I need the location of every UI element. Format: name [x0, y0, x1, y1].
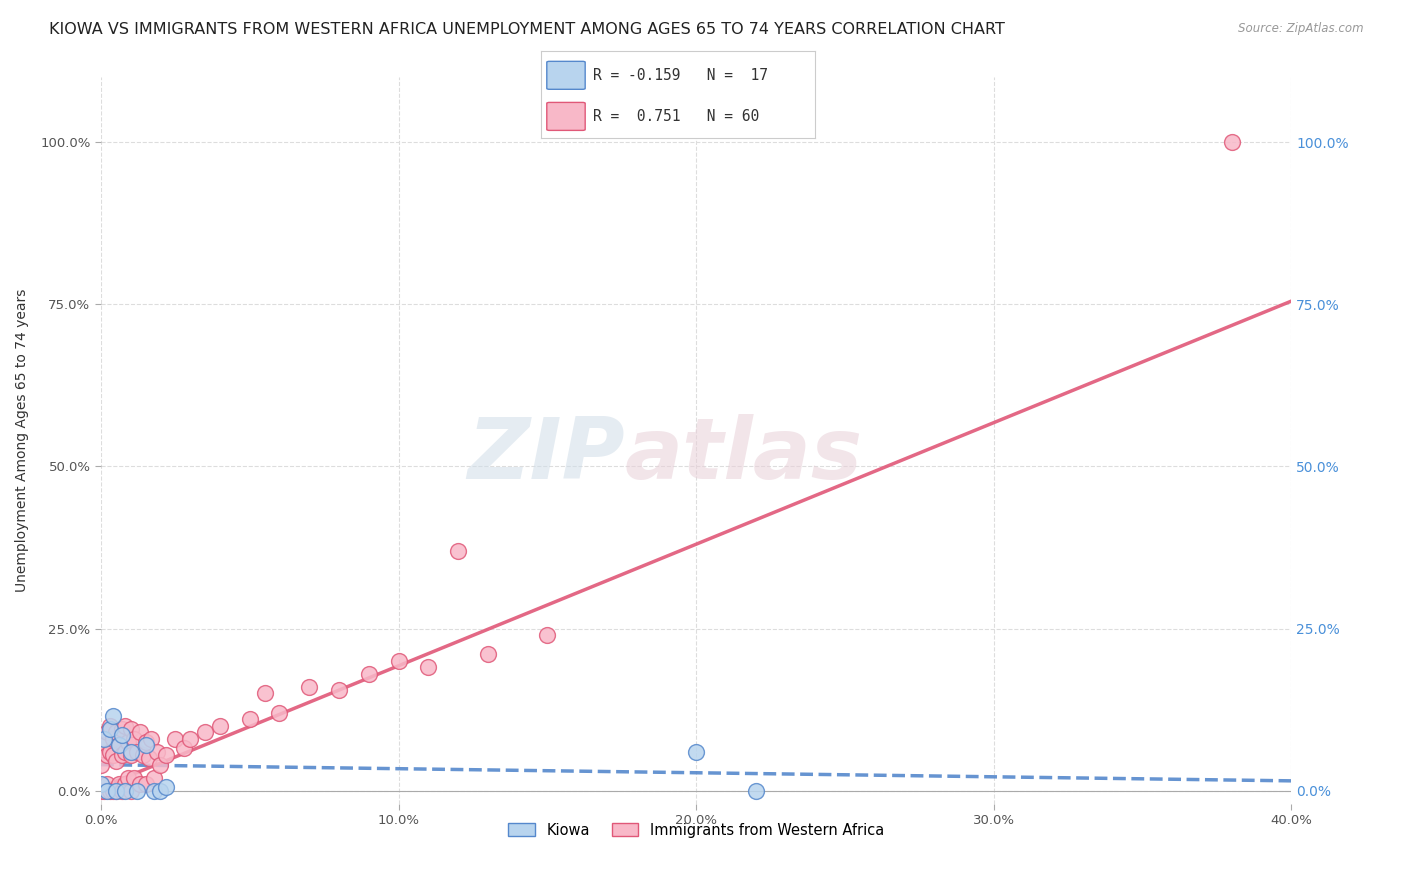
Point [685, 745, 707, 759]
Point [93, 783, 115, 797]
Text: Source: ZipAtlas.com: Source: ZipAtlas.com [1239, 22, 1364, 36]
Point [135, 735, 157, 749]
Point [111, 722, 134, 736]
Point [96, 747, 118, 762]
Point [90, 783, 112, 797]
Legend: Kiowa, Immigrants from Western Africa: Kiowa, Immigrants from Western Africa [502, 817, 890, 844]
Point [107, 738, 129, 752]
Point [477, 648, 499, 662]
Point [208, 719, 231, 733]
Point [122, 731, 145, 746]
Point [117, 735, 139, 749]
Point [104, 755, 127, 769]
Point [120, 783, 142, 797]
Point [90, 777, 112, 791]
Point [114, 777, 136, 791]
Point [90, 757, 112, 772]
Point [357, 666, 380, 681]
Point [96, 783, 118, 797]
Point [173, 741, 195, 756]
Point [141, 731, 163, 746]
Point [418, 660, 440, 674]
Point [93, 731, 115, 746]
Point [104, 783, 127, 797]
Point [120, 745, 142, 759]
Point [117, 771, 139, 785]
Point [125, 745, 148, 759]
Point [98, 745, 121, 759]
Point [98, 722, 121, 736]
Point [114, 745, 136, 759]
Point [114, 783, 136, 797]
Point [536, 628, 558, 642]
Point [104, 783, 127, 797]
Text: KIOWA VS IMMIGRANTS FROM WESTERN AFRICA UNEMPLOYMENT AMONG AGES 65 TO 74 YEARS C: KIOWA VS IMMIGRANTS FROM WESTERN AFRICA … [49, 22, 1005, 37]
Text: R =  0.751   N = 60: R = 0.751 N = 60 [593, 109, 759, 124]
Point [253, 686, 276, 700]
Point [447, 543, 470, 558]
Point [179, 731, 201, 746]
Point [149, 783, 172, 797]
Point [149, 757, 172, 772]
Point [104, 725, 127, 739]
Point [98, 783, 121, 797]
Point [107, 738, 129, 752]
Point [146, 745, 169, 759]
Point [1220, 135, 1243, 149]
Point [194, 725, 217, 739]
Point [98, 719, 121, 733]
FancyBboxPatch shape [547, 62, 585, 89]
Point [122, 771, 145, 785]
Point [111, 729, 134, 743]
Point [101, 747, 124, 762]
Point [111, 783, 134, 797]
Point [155, 780, 177, 795]
Point [120, 747, 142, 762]
Point [298, 680, 321, 694]
Text: R = -0.159   N =  17: R = -0.159 N = 17 [593, 68, 769, 83]
Point [269, 706, 291, 720]
Point [239, 712, 262, 726]
Point [143, 771, 166, 785]
Point [387, 654, 409, 668]
Point [744, 783, 766, 797]
Point [143, 783, 166, 797]
Point [131, 747, 153, 762]
Point [101, 731, 124, 746]
Point [138, 751, 160, 765]
Point [107, 777, 129, 791]
Text: ZIP: ZIP [467, 414, 624, 497]
Point [101, 783, 124, 797]
Text: atlas: atlas [624, 414, 863, 497]
Point [120, 722, 142, 736]
Y-axis label: Unemployment Among Ages 65 to 74 years: Unemployment Among Ages 65 to 74 years [15, 289, 30, 592]
Point [96, 777, 118, 791]
Point [135, 777, 157, 791]
Point [128, 725, 150, 739]
Point [165, 731, 187, 746]
Point [155, 747, 177, 762]
Point [114, 719, 136, 733]
Point [125, 783, 148, 797]
FancyBboxPatch shape [547, 103, 585, 130]
Point [96, 725, 118, 739]
Point [128, 777, 150, 791]
Point [101, 709, 124, 723]
Point [93, 738, 115, 752]
Point [328, 683, 350, 698]
Point [135, 738, 157, 752]
Point [111, 747, 134, 762]
